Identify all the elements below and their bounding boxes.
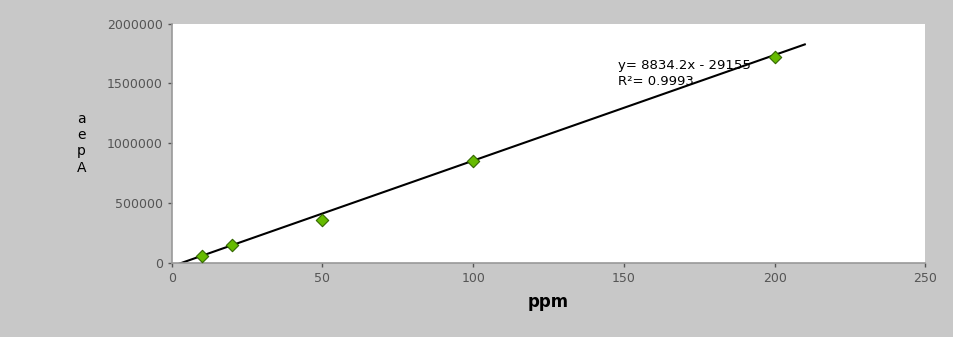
Point — [766, 54, 781, 60]
Point — [314, 218, 330, 223]
Text: y= 8834.2x - 29155: y= 8834.2x - 29155 — [618, 59, 750, 72]
Point — [465, 158, 480, 164]
Point — [224, 243, 239, 248]
Text: R²= 0.9993: R²= 0.9993 — [618, 74, 693, 88]
Point — [194, 253, 210, 259]
Y-axis label: a
e
p
A: a e p A — [77, 112, 87, 175]
X-axis label: ppm: ppm — [527, 293, 569, 311]
